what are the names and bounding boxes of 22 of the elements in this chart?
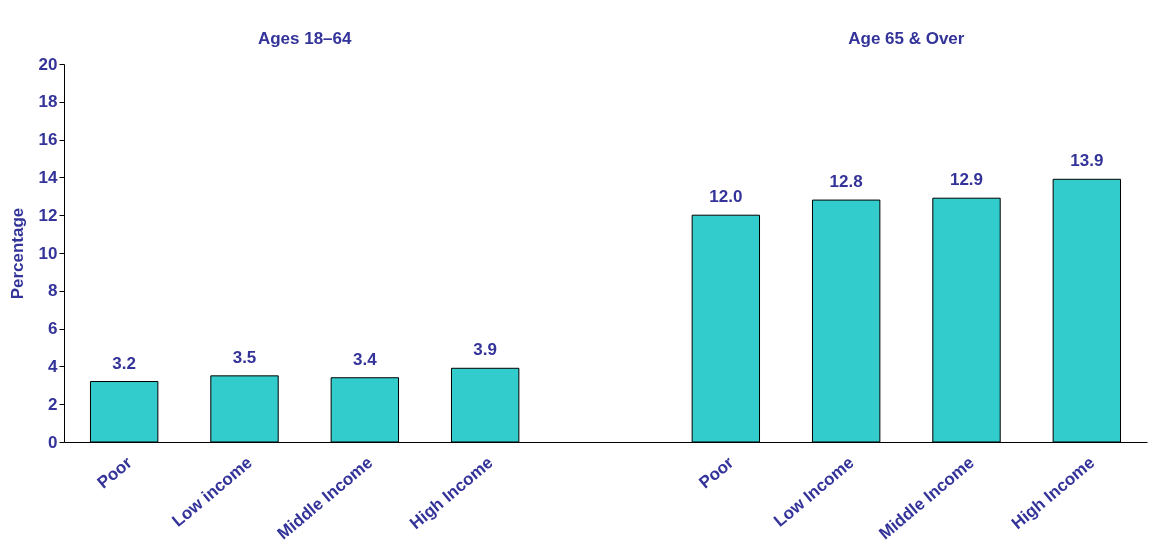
y-tick-label: 20 (38, 54, 58, 74)
text: Ages 18–64 (257, 29, 352, 48)
y-tick-label: 18 (38, 92, 58, 112)
text: Age 65 & Over (848, 29, 965, 48)
data-label: 12.8 (829, 172, 863, 192)
data-label: 3.2 (112, 353, 136, 373)
y-tick-label: 6 (48, 319, 58, 339)
y-tick-label: 8 (48, 281, 58, 301)
y-tick-label: 12 (38, 205, 58, 225)
y-tick-label: 4 (48, 356, 59, 376)
y-tick-label: 0 (48, 432, 58, 452)
y-axis-title: Percentage (7, 207, 27, 300)
data-label: 3.4 (353, 349, 378, 369)
data-label: 3.5 (232, 347, 257, 367)
y-tick-label: 14 (38, 167, 59, 187)
data-label: 12.9 (949, 170, 984, 190)
y-tick-label: 16 (38, 130, 58, 150)
y-tick-label: 2 (48, 394, 58, 414)
data-label: 13.9 (1070, 151, 1104, 171)
data-label: 3.9 (473, 340, 497, 360)
y-tick-label: 10 (38, 243, 58, 263)
data-label: 12.0 (709, 187, 743, 207)
